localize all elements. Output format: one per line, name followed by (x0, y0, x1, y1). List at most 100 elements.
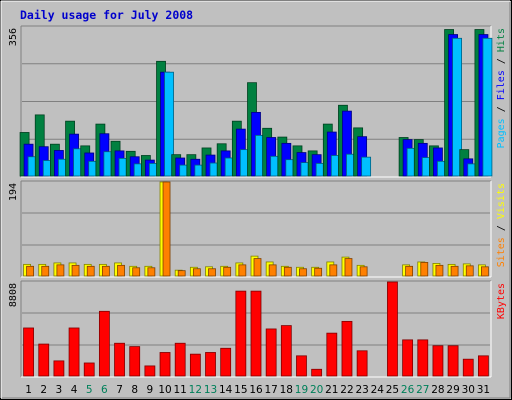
legend-visits-sites: Sites / Visits (496, 183, 507, 267)
bar-sites-day-18 (283, 266, 292, 277)
x-tick-label-9: 9 (147, 384, 154, 396)
bar-pages-day-31 (482, 37, 493, 177)
y-max-label: 194 (8, 183, 19, 201)
bar-kbytes-day-11 (174, 342, 186, 377)
bar-kbytes-day-17 (265, 328, 277, 377)
bar-sites-day-15 (238, 264, 247, 277)
bar-sites-day-12 (192, 268, 201, 277)
panel-hits-files-pages: 356 Pages / Files / Hits (8, 25, 507, 178)
bar-sites-day-21 (329, 264, 338, 277)
x-tick-label-4: 4 (71, 384, 78, 396)
x-tick-label-10: 10 (158, 384, 171, 396)
x-tick-label-23: 23 (355, 384, 368, 396)
x-tick-label-5: 5 (86, 384, 93, 396)
bar-kbytes-day-19 (296, 355, 307, 377)
bar-kbytes-day-23 (356, 350, 368, 377)
bar-sites-day-4 (71, 264, 80, 277)
bar-sites-day-13 (208, 268, 216, 277)
bar-kbytes-day-9 (144, 365, 156, 377)
x-tick-label-14: 14 (219, 384, 233, 396)
x-tick-label-21: 21 (325, 384, 338, 396)
x-tick-label-29: 29 (446, 384, 459, 396)
legend-separator: / (496, 219, 507, 237)
x-tick-label-6: 6 (101, 384, 108, 396)
panel-kbytes: 8808 KBytes (8, 280, 507, 378)
bar-kbytes-day-28 (432, 345, 444, 377)
y-max-label: 8808 (8, 283, 19, 307)
bar-kbytes-day-29 (447, 345, 459, 377)
bar-sites-day-16 (253, 258, 262, 277)
chart-title: Daily usage for July 2008 (20, 8, 193, 22)
bar-sites-day-17 (268, 264, 277, 277)
x-tick-label-30: 30 (462, 384, 475, 396)
x-tick-label-12: 12 (189, 384, 202, 396)
bar-sites-day-7 (117, 264, 125, 277)
bar-sites-day-20 (314, 267, 323, 277)
bar-pages-day-29 (452, 37, 462, 177)
bar-sites-day-23 (359, 266, 368, 277)
legend-separator: / (496, 100, 507, 118)
bar-sites-day-19 (299, 268, 307, 277)
x-axis-labels: 1 2 3 4 5 6 7 8 9 10 11 12 13 14 15 16 17 18 19 20 21 22 23 24 2… (25, 384, 490, 396)
x-tick-label-28: 28 (431, 384, 444, 396)
x-tick-label-20: 20 (310, 384, 323, 396)
bar-sites-day-14 (223, 266, 232, 277)
bar-kbytes-day-3 (53, 360, 65, 377)
x-tick-label-8: 8 (131, 384, 138, 396)
chart-panels: 356 Pages / Files / Hits 194 Sites / Visits… (8, 25, 507, 378)
x-tick-label-31: 31 (477, 384, 490, 396)
bar-sites-day-6 (101, 265, 110, 277)
x-tick-label-3: 3 (56, 384, 63, 396)
x-tick-label-7: 7 (116, 384, 123, 396)
bar-kbytes-day-30 (462, 358, 474, 377)
legend-item-sites: Sites (496, 237, 507, 267)
bar-sites-day-26 (405, 265, 414, 277)
legend-item-files: Files (496, 70, 507, 100)
bar-kbytes-day-4 (68, 327, 80, 377)
bar-pages-day-23 (361, 156, 372, 177)
legend-hits-files-pages: Pages / Files / Hits (496, 28, 507, 148)
x-tick-label-1: 1 (25, 384, 32, 396)
x-tick-label-19: 19 (295, 384, 308, 396)
x-tick-label-22: 22 (340, 384, 353, 396)
legend-kbytes: KBytes (496, 283, 507, 319)
bar-kbytes-day-21 (326, 332, 338, 377)
bar-sites-day-3 (56, 264, 65, 277)
bar-kbytes-day-2 (38, 343, 50, 377)
bar-kbytes-day-27 (417, 339, 429, 377)
bar-sites-day-29 (450, 265, 459, 277)
x-tick-label-17: 17 (264, 384, 277, 396)
x-tick-label-26: 26 (401, 384, 415, 396)
bar-sites-day-5 (86, 265, 95, 277)
bar-sites-day-27 (420, 262, 429, 277)
bar-kbytes-day-14 (220, 347, 232, 377)
bar-kbytes-day-15 (235, 290, 247, 377)
bar-sites-day-11 (177, 270, 186, 277)
bar-sites-day-10 (162, 181, 171, 277)
x-tick-label-16: 16 (249, 384, 263, 396)
bar-sites-day-31 (481, 266, 489, 277)
legend-item-visits: Visits (496, 183, 507, 219)
bar-sites-day-22 (344, 258, 353, 277)
x-tick-label-24: 24 (371, 384, 385, 396)
bar-kbytes-day-25 (387, 281, 398, 377)
bar-kbytes-day-8 (129, 346, 141, 377)
x-tick-label-27: 27 (416, 384, 429, 396)
bar-kbytes-day-7 (114, 342, 125, 377)
bar-kbytes-day-22 (341, 320, 353, 377)
bar-sites-day-30 (465, 265, 474, 277)
bar-kbytes-day-10 (159, 352, 171, 377)
bar-sites-day-2 (41, 265, 50, 277)
bar-sites-day-28 (435, 264, 444, 277)
bar-kbytes-day-20 (311, 368, 323, 377)
x-tick-label-18: 18 (280, 384, 293, 396)
bar-sites-day-8 (132, 267, 141, 277)
legend-item-hits: Hits (496, 28, 507, 52)
bar-kbytes-day-31 (478, 355, 489, 377)
bar-kbytes-day-18 (280, 325, 292, 377)
bar-kbytes-day-12 (189, 353, 201, 377)
legend-item-pages: Pages (496, 118, 507, 148)
x-tick-label-13: 13 (204, 384, 217, 396)
bar-kbytes-day-1 (23, 327, 34, 377)
